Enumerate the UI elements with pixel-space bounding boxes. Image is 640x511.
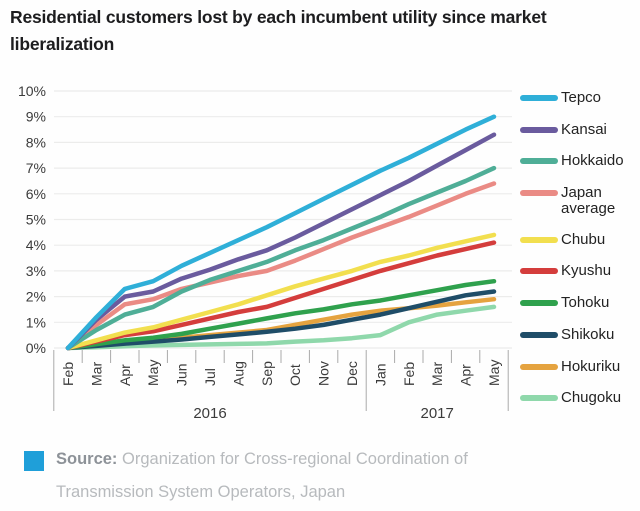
x-tick-label: Jun <box>174 363 190 386</box>
series-line-kansai <box>65 132 497 351</box>
y-tick-label: 5% <box>26 212 46 228</box>
legend-item: Hokkaido <box>520 151 638 170</box>
legend-label: Chubu <box>561 230 606 248</box>
y-tick-label: 6% <box>26 186 46 202</box>
legend-swatch-icon <box>520 331 558 338</box>
legend-item: Hokuriku <box>520 357 638 376</box>
legend-swatch-icon <box>520 126 558 133</box>
legend-swatch-icon <box>520 236 558 243</box>
x-tick-label: May <box>145 360 161 386</box>
series-line-chubu <box>65 232 497 351</box>
legend-item: Shikoku <box>520 325 638 344</box>
x-tick-label: May <box>486 360 502 386</box>
legend-swatch-icon <box>520 190 558 197</box>
y-tick-label: 10% <box>18 83 46 99</box>
legend-item: Tepco <box>520 88 638 107</box>
legend-label: Kansai <box>561 120 607 138</box>
y-tick-label: 3% <box>26 263 46 279</box>
legend-item: Chugoku <box>520 388 638 407</box>
series-line-tohoku <box>65 278 497 351</box>
legend-item: Japan average <box>520 183 638 217</box>
series-line-japan-average <box>65 181 497 351</box>
year-label: 2016 <box>193 405 226 422</box>
series-line-shikoku <box>65 289 497 351</box>
series-line-tepco <box>65 114 497 351</box>
source-value: Organization for Cross-regional Coordina… <box>56 450 468 501</box>
legend-label: Tepco <box>561 89 602 106</box>
legend-swatch-icon <box>520 300 558 307</box>
source-label: Source: <box>56 450 118 468</box>
legend-item: Kansai <box>520 120 638 139</box>
series-line-kyushu <box>65 240 497 351</box>
x-tick-label: Mar <box>429 362 445 386</box>
legend-item: Tohoku <box>520 293 638 312</box>
legend: Tepco Kansai Hokkaido Japan average Chubu Kyu… <box>520 88 638 420</box>
chart-title: Residential customers lost by each incum… <box>10 7 547 54</box>
x-tick-label: Jan <box>372 363 388 386</box>
x-tick-label: Nov <box>316 361 332 386</box>
legend-label: Hokkaido <box>561 152 624 170</box>
brand-square-icon <box>24 451 44 471</box>
legend-label: Tohoku <box>561 294 610 312</box>
x-tick-label: Jul <box>202 368 218 386</box>
x-tick-label: Apr <box>458 364 474 386</box>
x-tick-label: Dec <box>344 361 360 386</box>
y-tick-label: 8% <box>26 134 46 150</box>
x-tick-label: Mar <box>88 362 104 386</box>
year-label: 2017 <box>421 405 454 422</box>
legend-label: Kyushu <box>561 262 612 280</box>
legend-label: Chugoku <box>561 389 622 407</box>
legend-swatch-icon <box>520 95 558 101</box>
legend-label: Japan average <box>561 184 616 218</box>
y-tick-label: 7% <box>26 160 46 176</box>
legend-swatch-icon <box>520 158 558 165</box>
legend-label: Shikoku <box>561 325 615 343</box>
series-line-hokkaido <box>65 165 497 351</box>
y-tick-label: 0% <box>26 340 46 356</box>
x-tick-label: Feb <box>401 362 417 386</box>
x-tick-label: Apr <box>117 364 133 386</box>
series-line-chugoku <box>65 304 497 351</box>
legend-swatch-icon <box>520 268 558 275</box>
x-tick-label: Aug <box>230 361 246 386</box>
source-text: Source: Organization for Cross-regional … <box>56 443 556 509</box>
x-tick-label: Sep <box>259 361 275 386</box>
x-tick-label: Feb <box>60 362 76 386</box>
x-tick-label: Oct <box>287 364 303 386</box>
legend-label: Hokuriku <box>561 357 621 375</box>
y-tick-label: 9% <box>26 109 46 125</box>
y-tick-label: 2% <box>26 289 46 305</box>
y-tick-label: 1% <box>26 314 46 330</box>
legend-item: Chubu <box>520 230 638 249</box>
legend-swatch-icon <box>520 363 558 370</box>
legend-swatch-icon <box>520 395 558 402</box>
legend-item: Kyushu <box>520 261 638 280</box>
y-tick-label: 4% <box>26 237 46 253</box>
source-footer: Source: Organization for Cross-regional … <box>0 449 640 511</box>
